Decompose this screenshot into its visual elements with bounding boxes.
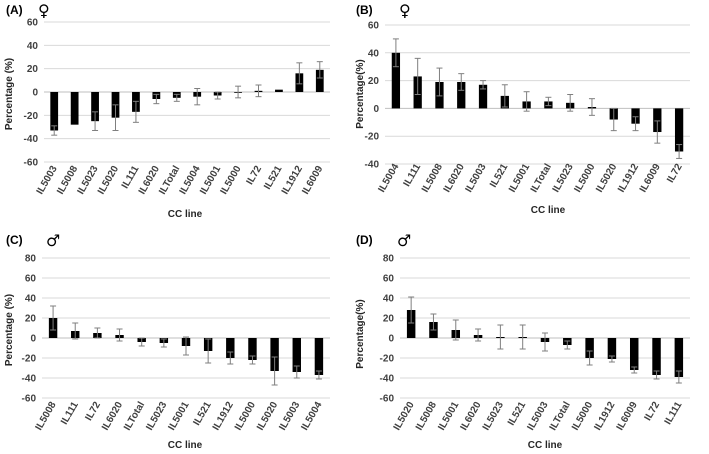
panel-c-ytick-label: 0	[30, 334, 36, 345]
panel-b-ytick-label: 40	[368, 48, 380, 59]
panel-a-bar	[275, 89, 283, 92]
panel-a-label: (A)	[6, 3, 23, 17]
panel-b-category-label: IL72	[665, 162, 685, 185]
panel-c-category-label: IL521	[191, 400, 214, 428]
panel-b-category-label: IL5003	[464, 162, 489, 195]
panel-a-xlabel: CC line	[168, 209, 203, 220]
panel-d-ylabel: Percentage(%)	[355, 299, 366, 368]
panel-c-label: (C)	[6, 233, 23, 247]
panel-a-ytick-label: -20	[24, 111, 39, 122]
panel-a-ytick-label: 20	[27, 64, 39, 75]
panel-a-bar	[50, 92, 59, 131]
panel-c-category-label: IL5004	[299, 400, 324, 433]
panel-d-bar	[652, 338, 661, 375]
panel-b-sex-symbol: ♀	[399, 1, 411, 20]
panel-b-bar	[391, 52, 401, 109]
panel-b-ylabel: Percentage(%)	[355, 59, 366, 128]
panel-a-bar	[91, 92, 99, 122]
panel-c-sex-symbol: ♂	[46, 231, 60, 250]
panel-a-category-label: IL72	[245, 164, 265, 187]
panel-c-category-label: IL5001	[167, 400, 192, 433]
panel-d-category-label: ILTotal	[548, 400, 573, 433]
panel-c-category-label: ILTotal	[122, 400, 147, 433]
panel-c-bar	[292, 338, 301, 372]
panel-a-bar	[315, 69, 324, 92]
panel-c-ytick-label: 20	[25, 314, 37, 325]
panel-c-category-label: IL111	[59, 400, 81, 427]
panel-c-ylabel: Percentage (%)	[4, 294, 15, 366]
panel-d-ytick-label: 40	[383, 294, 395, 305]
panel-b-bar	[674, 108, 684, 152]
panel-d-bar	[585, 338, 594, 358]
panel-b-bar	[631, 108, 640, 124]
panel-d-ytick-label: -20	[380, 354, 395, 365]
panel-a-category-label: IL5020	[96, 164, 121, 197]
panel-c-ytick-label: -60	[22, 394, 37, 405]
panel-b-ytick-label: -40	[365, 160, 380, 171]
panel-c-ytick-label: -40	[22, 374, 37, 385]
panel-d-ytick-label: 20	[383, 314, 395, 325]
panel-b-category-label: IL5004	[376, 162, 401, 195]
panel-d-bar	[629, 338, 639, 370]
panel-b-category-label: IL6009	[638, 162, 663, 195]
panel-d-ytick-label: 80	[383, 254, 395, 265]
panel-a-category-label: IL6009	[300, 164, 325, 197]
panel-d-category-label: IL72	[643, 400, 663, 423]
panel-b: (B) ♀ Percentage(%) CC line 60 40 20 0 -20 -4…	[355, 1, 690, 216]
panel-c-ytick-label: 60	[25, 274, 37, 285]
panel-d-bar	[607, 338, 617, 359]
panel-d-plot: 806040200-20-40-60IL5020IL5008IL5001IL60…	[380, 254, 690, 433]
panel-c-bar	[248, 338, 257, 360]
panel-a-bar	[70, 92, 79, 125]
panel-a-ytick-label: 0	[32, 88, 38, 99]
panel-b-bar	[653, 108, 662, 133]
panel-b-ytick-label: 60	[368, 21, 380, 32]
panel-c: (C) ♂ Percentage (%) CC line 80 60 40 20 0 -2…	[4, 231, 330, 451]
panel-b-ytick-label: 0	[373, 104, 379, 115]
panel-d-sex-symbol: ♂	[397, 231, 411, 250]
panel-a-ytick-label: -60	[24, 158, 39, 169]
panel-d-category-label: IL111	[663, 400, 685, 427]
panel-c-xlabel: CC line	[168, 440, 203, 451]
panel-b-label: (B)	[356, 3, 373, 17]
panel-b-category-label: IL111	[402, 162, 424, 189]
panel-d: (D) ♂ Percentage(%) CC line 80 60 40 20 0 -20…	[355, 231, 690, 451]
panel-c-bar	[314, 338, 324, 375]
panel-d-ytick-label: 0	[388, 334, 394, 345]
panel-c-bar	[226, 338, 235, 358]
panel-d-ytick-label: -40	[380, 374, 395, 385]
panel-a-sex-symbol: ♀	[38, 1, 50, 20]
panel-a-ylabel: Percentage (%)	[4, 58, 15, 130]
panel-d-bar	[674, 338, 684, 377]
panel-c-ytick-label: -20	[22, 354, 37, 365]
panel-b-ytick-label: 20	[368, 76, 380, 87]
panel-b-xlabel: CC line	[531, 205, 566, 216]
panel-b-bar	[478, 84, 488, 109]
panel-a-ytick-label: -40	[24, 134, 39, 145]
panel-a-ytick-label: 60	[27, 18, 39, 29]
panel-d-category-label: IL521	[506, 400, 529, 428]
panel-b-category-label: IL521	[488, 162, 511, 190]
panel-a: (A) ♀ Percentage (%) CC line 60 40 20 0 -20 -…	[4, 1, 330, 220]
panel-b-bar	[457, 81, 466, 109]
panel-a-plot: 6040200-20-40-60IL5003IL5008IL5023IL5020…	[24, 18, 330, 197]
panel-c-ytick-label: 40	[25, 294, 37, 305]
panel-d-xlabel: CC line	[528, 440, 563, 451]
panel-d-bar	[406, 310, 416, 338]
panel-c-ytick-label: 80	[25, 254, 37, 265]
panel-c-category-label: IL5008	[34, 400, 59, 433]
panel-a-category-label: IL5000	[219, 164, 244, 197]
panel-d-category-label: IL5023	[481, 400, 506, 433]
panel-b-ytick-label: -20	[365, 132, 380, 143]
panel-d-category-label: IL6009	[615, 400, 640, 433]
panel-a-ytick-label: 40	[27, 41, 39, 52]
panel-d-label: (D)	[356, 233, 373, 247]
panel-c-bar	[270, 338, 279, 371]
panel-d-ytick-label: 60	[383, 274, 395, 285]
panel-c-category-label: IL72	[83, 400, 103, 423]
panel-d-ytick-label: -60	[380, 394, 395, 405]
